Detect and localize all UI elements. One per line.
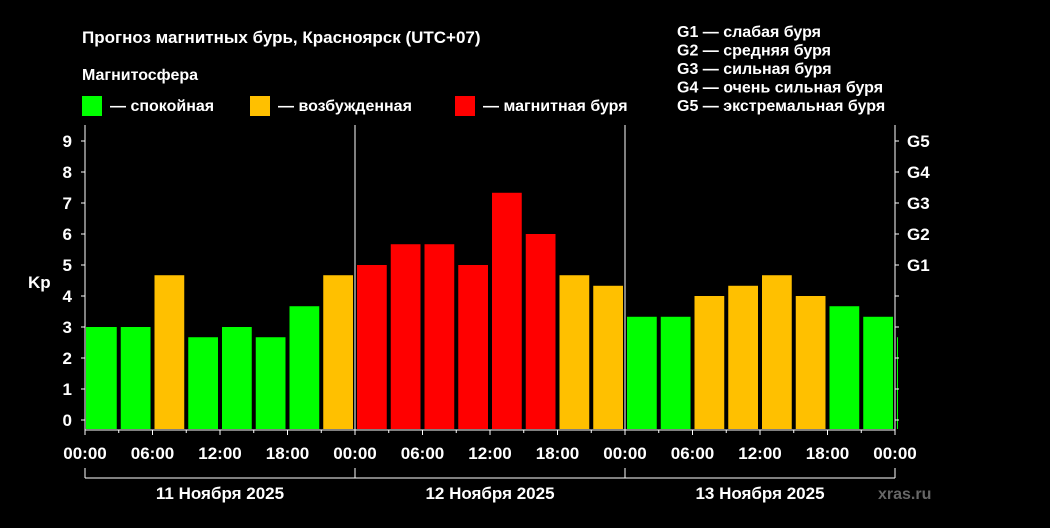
bar [492,192,522,429]
g-legend-item: G4 — очень сильная буря [677,80,883,97]
legend: — спокойная — возбужденная — магнитная бур… [82,96,628,116]
y-tick-label: 0 [63,411,72,430]
x-tick-label: 00:00 [63,444,106,463]
bar [289,306,320,429]
y-ticks: 0 1 2 3 4 5 6 7 8 9 [63,132,899,430]
bar [863,316,893,429]
bar [86,327,117,429]
x-tick-label: 06:00 [401,444,444,463]
g-tick-label: G5 [907,132,930,151]
bar [458,265,488,429]
g-tick-label: G1 [907,256,930,275]
bar [357,265,387,429]
x-tick-label: 18:00 [266,444,309,463]
g-legend-item: G3 — сильная буря [677,61,832,78]
x-tick-label: 00:00 [333,444,376,463]
g-legend-item: G1 — слабая буря [677,24,821,41]
bar [424,244,455,429]
day-label: 12 Ноября 2025 [425,484,554,503]
y-tick-label: 7 [63,194,72,213]
g-tick-label: G3 [907,194,930,213]
y-tick-label: 9 [63,132,72,151]
bar [694,296,725,429]
bar [255,337,286,429]
bar [154,275,185,429]
day-label: 11 Ноября 2025 [156,484,284,503]
bar [660,316,691,429]
legend-swatch-excited [250,96,270,116]
bar [627,316,657,429]
bar [762,275,792,429]
x-tick-label: 00:00 [603,444,646,463]
y-tick-label: 2 [63,349,72,368]
bars [86,192,898,429]
bar [559,275,590,429]
g-tick-label: G4 [907,163,930,182]
x-tick-label: 12:00 [198,444,241,463]
g-tick-label: G2 [907,225,930,244]
chart-title: Прогноз магнитных бурь, Красноярск (UTC+… [82,28,481,47]
y-tick-label: 3 [63,318,72,337]
bar [795,296,826,429]
y-tick-label: 8 [63,163,72,182]
bar [188,337,218,429]
g-legend-item: G2 — средняя буря [677,43,831,60]
x-tick-label: 12:00 [468,444,511,463]
legend-label-storm: — магнитная буря [483,98,628,115]
bar [897,337,898,429]
y-tick-label: 1 [63,380,72,399]
day-label: 13 Ноября 2025 [695,484,824,503]
y-tick-label: 6 [63,225,72,244]
legend-swatch-quiet [82,96,102,116]
bar [390,244,421,429]
bar [120,327,151,429]
x-tick-label: 06:00 [671,444,714,463]
g-ticks: G1 G2 G3 G4 G5 [907,132,930,275]
x-tick-label: 18:00 [806,444,849,463]
watermark: xras.ru [878,486,931,503]
g-legend-item: G5 — экстремальная буря [677,98,885,115]
x-tick-label: 12:00 [738,444,781,463]
legend-swatch-storm [455,96,475,116]
bar [525,234,556,429]
legend-title: Магнитосфера [82,67,198,84]
y-axis-label: Kp [28,273,51,292]
y-tick-label: 4 [63,287,73,306]
x-tick-label: 18:00 [536,444,579,463]
legend-label-excited: — возбужденная [278,98,412,115]
bar [829,306,860,429]
day-labels: 11 Ноября 2025 12 Ноября 2025 13 Ноября 20… [84,468,896,503]
bar [222,327,252,429]
bar [323,275,353,429]
x-ticks: 00:00 06:00 12:00 18:00 00:00 06:00 12:00 18:00… [63,430,917,463]
legend-label-quiet: — спокойная [110,98,214,115]
x-tick-label: 00:00 [873,444,916,463]
day-dividers [354,125,626,430]
bar [593,285,623,429]
y-tick-label: 5 [63,256,72,275]
bar [728,285,758,429]
x-tick-label: 06:00 [131,444,174,463]
